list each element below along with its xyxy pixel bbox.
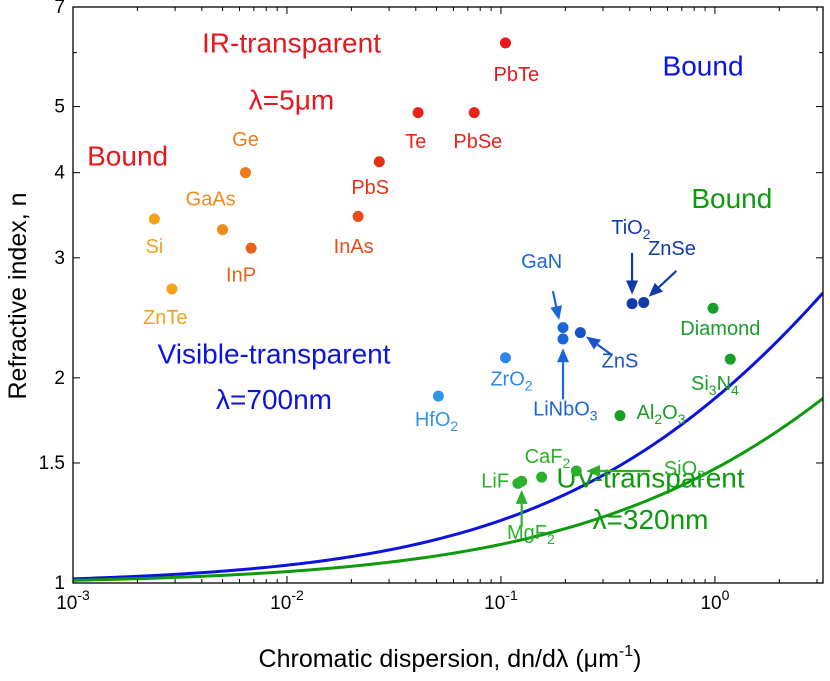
point-TiO2 — [626, 298, 638, 310]
x-axis-label-main: Chromatic dispersion, dn/dλ (μm — [259, 645, 619, 673]
label-HfO2: HfO2 — [415, 409, 459, 434]
y-tick-label: 1 — [54, 573, 65, 594]
y-axis-label: Refractive index, n — [4, 192, 32, 399]
x-tick-label: 10-2 — [270, 587, 304, 614]
label-TiO2: TiO2 — [611, 217, 650, 242]
label-MgF2: MgF2 — [507, 522, 555, 547]
point-ZnS — [574, 327, 586, 339]
zns-arrow-shaft — [596, 343, 613, 356]
uv-bound-label: Bound — [691, 183, 772, 214]
point-ZnSe — [638, 296, 650, 308]
tio2-arrow — [626, 252, 639, 295]
point-CaF2 — [536, 471, 548, 483]
point-PbSe — [468, 107, 480, 119]
label-Si: Si — [145, 236, 163, 258]
point-GaN — [557, 322, 569, 334]
x-axis-label-end: ) — [633, 645, 641, 673]
y-tick-label: 7 — [54, 0, 65, 18]
visible-transparent-label-line2: λ=700nm — [216, 384, 332, 415]
label-LiNbO3: LiNbO3 — [533, 399, 598, 424]
znse-arrow-head — [648, 282, 663, 297]
x-tick-label: 100 — [700, 587, 729, 614]
x-tick-label: 10-1 — [484, 587, 518, 614]
point-SiO2 — [570, 465, 582, 477]
label-InP: InP — [226, 264, 256, 286]
uv-bound-curve — [73, 397, 823, 582]
uv-transparent-label-line2: λ=320nm — [593, 504, 709, 535]
label-PbS: PbS — [351, 177, 389, 199]
point-Si — [148, 213, 160, 225]
point-LiNbO3 — [557, 333, 569, 345]
point-Si3N4 — [724, 353, 736, 365]
label-ZrO2: ZrO2 — [490, 368, 532, 393]
visible-transparent-label: Visible-transparent — [158, 338, 391, 369]
plot-frame — [72, 6, 824, 584]
label-PbTe: PbTe — [494, 64, 540, 86]
point-Te — [412, 107, 424, 119]
point-Al2O3 — [614, 410, 626, 422]
point-GaAs — [217, 224, 229, 236]
point-HfO2 — [432, 390, 444, 402]
label-Diamond: Diamond — [680, 318, 760, 340]
visible-bound-label: Bound — [663, 51, 744, 82]
gan-arrow — [550, 290, 563, 321]
ir-bound-label: Bound — [87, 140, 168, 171]
label-InAs: InAs — [334, 236, 374, 258]
point-ZrO2 — [499, 352, 511, 364]
label-GaN: GaN — [521, 251, 562, 273]
label-ZnTe: ZnTe — [143, 307, 187, 329]
sio2-arrow — [586, 464, 651, 477]
znse-arrow-shaft — [658, 270, 678, 289]
uv-transparent-label: UV-transparent — [556, 463, 745, 494]
label-ZnS: ZnS — [602, 351, 639, 373]
label-GaAs: GaAs — [186, 188, 236, 210]
label-Al2O3: Al2O3 — [637, 402, 686, 427]
x-axis-label: Chromatic dispersion, dn/dλ (μm-1) — [259, 643, 642, 673]
point-ZnTe — [166, 283, 178, 295]
point-InP — [245, 242, 257, 254]
gan-arrow-head — [550, 305, 563, 321]
y-tick-label: 4 — [54, 163, 65, 184]
visible-bound-curve — [73, 291, 823, 581]
label-PbSe: PbSe — [453, 131, 502, 153]
linbo3-arrow — [557, 348, 570, 400]
x-axis-label-sup: -1 — [619, 643, 633, 660]
ir-transparent-label-line2: λ=5μm — [249, 85, 334, 116]
sio2-arrow-head — [586, 464, 601, 477]
zns-arrow — [586, 336, 613, 356]
linbo3-arrow-head — [557, 348, 570, 363]
label-LiF: LiF — [481, 471, 509, 493]
label-ZnSe: ZnSe — [648, 238, 696, 260]
y-tick-label: 1.5 — [39, 453, 65, 474]
znse-arrow — [648, 270, 678, 297]
x-tick-label: 10-3 — [56, 587, 90, 614]
zns-arrow-head — [586, 336, 601, 350]
gan-arrow-shaft — [551, 290, 558, 307]
y-tick-label: 3 — [54, 248, 65, 269]
point-Diamond — [707, 302, 719, 314]
y-tick-label: 2 — [54, 368, 65, 389]
mgf2-arrow — [515, 489, 528, 527]
ir-transparent-label: IR-transparent — [202, 28, 381, 59]
point-InAs — [352, 210, 364, 222]
point-MgF2 — [516, 475, 528, 487]
label-Si3N4: Si3N4 — [691, 373, 739, 398]
label-Te: Te — [405, 131, 426, 153]
y-tick-label: 5 — [54, 97, 65, 118]
mgf2-arrow-head — [515, 489, 528, 504]
tio2-arrow-head — [626, 280, 639, 295]
point-PbTe — [499, 37, 511, 49]
label-SiO2: SiO2 — [664, 458, 705, 483]
point-Ge — [239, 167, 251, 179]
label-Ge: Ge — [232, 129, 259, 151]
label-CaF2: CaF2 — [525, 446, 571, 471]
point-PbS — [373, 156, 385, 168]
